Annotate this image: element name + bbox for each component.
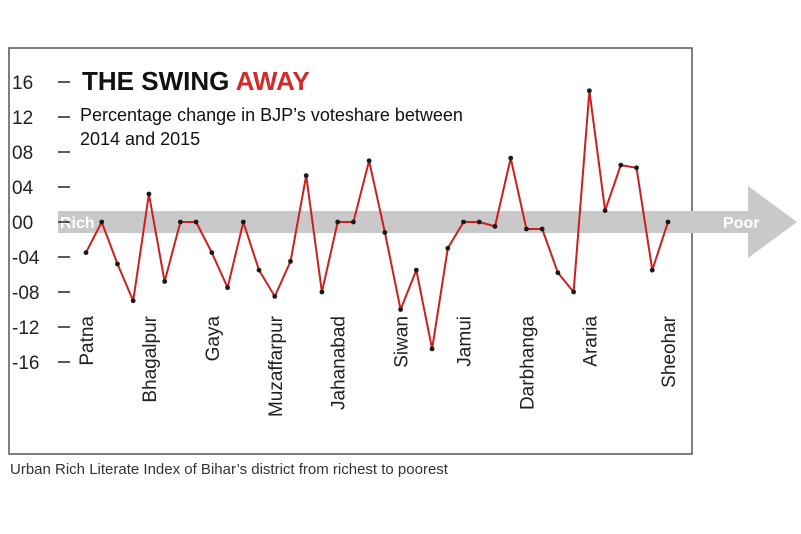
data-point [83,250,89,256]
series-polyline [85,89,669,350]
data-point [508,155,514,161]
data-point [555,270,561,276]
chart-title-part1: THE SWING [82,66,236,96]
data-point [665,219,671,225]
data-point [398,307,403,312]
series-line [85,89,669,350]
x-category-label: Gaya [203,316,224,362]
x-category-label: Patna [77,316,98,366]
y-axis: 16 12 08 04 00 -04 -08 -12 -16 [12,73,70,374]
y-tick-label: -08 [12,283,39,304]
data-point [586,88,592,94]
data-point [429,346,435,352]
x-category-label: Jahanabad [329,316,350,410]
arrow-label-poor: Poor [723,215,759,232]
data-point [539,226,545,232]
x-category-label: Darbhanga [517,316,538,410]
chart-subtitle-line1: Percentage change in BJP’s voteshare bet… [80,105,463,125]
y-tick-label: 08 [12,143,33,164]
data-point [476,219,482,225]
y-tick-label: 16 [12,73,33,94]
data-point [162,279,168,284]
data-point [445,245,451,251]
data-point [524,226,529,232]
data-point [366,158,372,164]
y-tick-label: 00 [12,213,33,234]
rich-to-poor-arrow: Rich Poor [58,186,797,258]
x-category-label: Muzaffarpur [266,315,287,417]
data-point [115,261,120,267]
data-point [240,219,246,225]
y-tick-label: -04 [12,248,40,269]
data-point [319,289,325,295]
data-point [209,250,215,256]
data-point [602,208,608,214]
data-point [634,165,639,171]
data-point [492,223,498,229]
x-category-label: Siwan [392,316,413,368]
x-category-label: Bhagalpur [140,315,161,402]
series-points [83,88,671,352]
data-point [225,285,230,291]
data-point [382,230,388,235]
data-point [193,219,199,225]
data-point [177,219,183,225]
x-category-label: Araria [580,316,601,367]
x-category-label: Jamui [455,316,476,367]
data-point [335,219,341,225]
y-tick-label: 12 [12,108,33,129]
footer-note: Urban Rich Literate Index of Bihar’s dis… [10,461,449,478]
arrow-label-rich: Rich [60,215,95,232]
arrow-band [58,186,797,258]
data-point [413,267,419,273]
data-point [571,289,577,295]
data-point [351,219,356,225]
y-tick-label: 04 [12,178,34,199]
data-point [130,298,136,304]
data-point [303,173,309,179]
data-point [272,293,278,299]
data-point [618,162,624,168]
data-point [146,191,152,197]
chart-frame [8,47,693,455]
data-point [649,267,655,273]
x-category-label: Sheohar [659,315,680,388]
y-tick-label: -12 [12,318,39,339]
chart-title: THE SWING AWAY [82,66,310,96]
data-point [99,219,105,225]
data-point [288,258,293,264]
chart-title-accent: AWAY [236,66,310,96]
data-point [461,219,466,225]
y-tick-label: -16 [12,353,39,374]
chart-subtitle-line2: 2014 and 2015 [80,129,200,149]
x-axis-labels: Patna Bhagalpur Gaya Muzaffarpur Jahanabad Si… [77,315,680,417]
data-point [256,267,262,273]
